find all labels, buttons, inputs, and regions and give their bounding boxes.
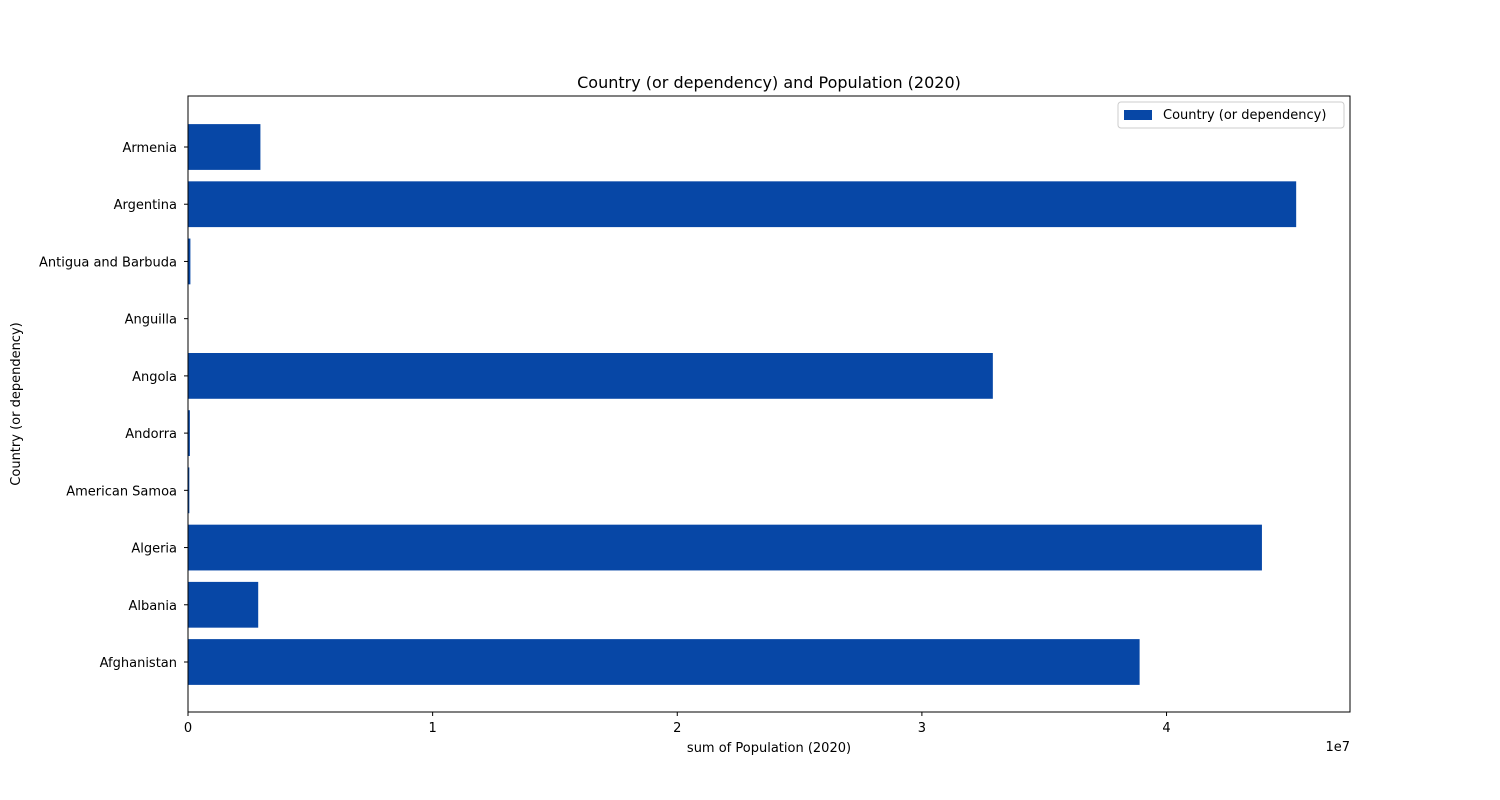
legend-label: Country (or dependency) [1163,108,1326,123]
y-tick-label: Armenia [123,141,178,156]
legend-swatch [1124,110,1152,120]
bar-andorra [188,410,190,456]
x-tick-label: 2 [673,721,681,736]
y-tick-label: Afghanistan [100,656,177,671]
x-axis-scale-label: 1e7 [1325,740,1350,755]
x-tick-label: 3 [918,721,926,736]
y-tick-label: Angola [132,370,177,385]
bar-angola [188,353,993,399]
y-tick-label: Argentina [114,198,177,213]
plot-frame [187,95,1351,713]
bar-argentina [188,181,1297,228]
bar-algeria [188,524,1262,571]
bar-albania [188,581,259,628]
y-tick-label: Antigua and Barbuda [39,255,177,270]
bar-afghanistan [188,639,1140,685]
bar-antigua-and-barbuda [188,238,191,285]
y-tick-label: Albania [128,599,177,614]
x-tick-label: 1 [428,721,436,736]
bars-group [188,124,1297,685]
chart-title: Country (or dependency) and Population (… [577,73,961,92]
y-tick-label: Anguilla [125,313,177,328]
legend-frame [1117,101,1345,129]
y-tick-label: Andorra [125,427,177,442]
x-axis-ticks: 0 1 2 3 4 [184,712,1171,736]
x-axis-label: sum of Population (2020) [687,741,851,756]
y-axis-ticks: Afghanistan Albania Algeria American Samoa A… [39,141,188,671]
y-axis-label: Country (or dependency) [9,322,24,485]
x-tick-label: 4 [1162,721,1170,736]
x-tick-label: 0 [184,721,192,736]
y-tick-label: American Samoa [66,484,177,499]
y-tick-label: Algeria [131,542,177,557]
legend: Country (or dependency) [1117,101,1345,129]
bar-armenia [188,124,261,170]
bar-american-samoa [188,467,190,514]
